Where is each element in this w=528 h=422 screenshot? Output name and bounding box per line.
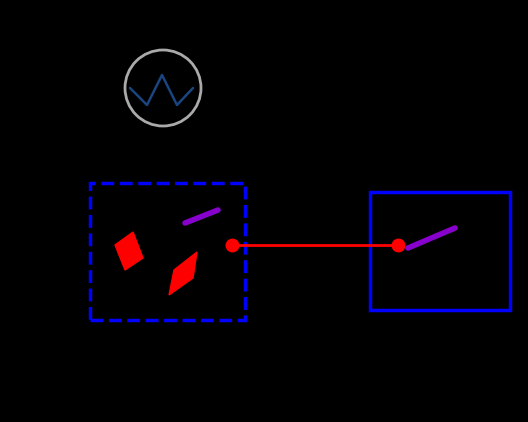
Polygon shape (169, 252, 197, 295)
Polygon shape (115, 232, 143, 270)
Bar (370, 192, 510, 310)
Bar (90, 183, 245, 320)
